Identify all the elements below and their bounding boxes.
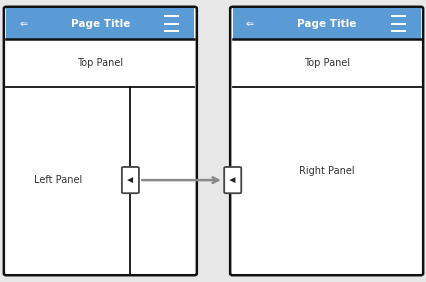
Text: Top Panel: Top Panel bbox=[303, 58, 349, 68]
FancyBboxPatch shape bbox=[230, 7, 422, 275]
Text: Left Panel: Left Panel bbox=[34, 175, 82, 185]
Text: Page Title: Page Title bbox=[296, 19, 356, 29]
Bar bbox=[232, 8, 420, 39]
Polygon shape bbox=[229, 177, 235, 183]
Text: ⇐: ⇐ bbox=[245, 19, 253, 29]
Text: ⇐: ⇐ bbox=[19, 19, 27, 29]
Text: Right Panel: Right Panel bbox=[298, 166, 354, 176]
Polygon shape bbox=[127, 177, 133, 183]
FancyBboxPatch shape bbox=[224, 167, 241, 193]
Bar bbox=[6, 8, 194, 39]
Text: Page Title: Page Title bbox=[70, 19, 130, 29]
FancyBboxPatch shape bbox=[121, 167, 138, 193]
Text: Top Panel: Top Panel bbox=[77, 58, 123, 68]
FancyBboxPatch shape bbox=[4, 7, 196, 275]
